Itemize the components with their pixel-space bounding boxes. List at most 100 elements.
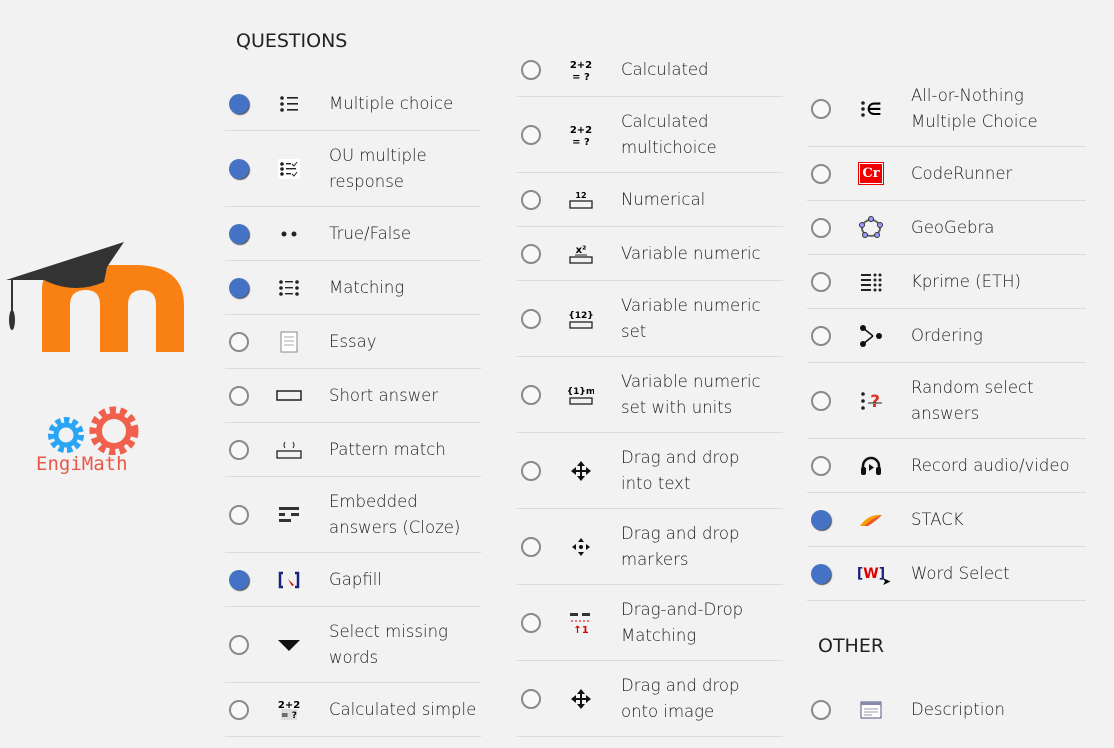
radio-unselected[interactable] — [811, 163, 831, 184]
question-type-kprime-eth[interactable]: Kprime (ETH) — [807, 255, 1086, 309]
question-type-label: Calculated multichoice — [621, 111, 717, 157]
question-type-drag-and-drop-into-text[interactable]: Drag and drop into text — [517, 433, 783, 509]
cloze-icon — [275, 504, 303, 526]
radio-unselected[interactable] — [521, 59, 541, 80]
radio-unselected[interactable] — [521, 243, 541, 264]
radio-unselected[interactable] — [811, 700, 831, 720]
question-type-essay[interactable]: Essay — [225, 315, 481, 369]
question-type-label: Short answer — [329, 385, 439, 405]
question-type-embedded-answers-cloze[interactable]: Embedded answers (Cloze) — [225, 477, 481, 553]
question-type-label: Essay — [329, 331, 377, 351]
question-type-pattern-match[interactable]: Pattern match — [225, 423, 481, 477]
radio-unselected[interactable] — [811, 217, 831, 238]
geogebra-icon — [857, 215, 885, 239]
question-type-calculated-multichoice[interactable]: 2+2 = ? Calculated multichoice — [517, 97, 783, 173]
question-type-calculated[interactable]: 2+2 = ? Calculated — [517, 43, 783, 97]
moodle-logo: m — [4, 220, 186, 355]
radio-unselected[interactable] — [229, 439, 249, 460]
radio-selected[interactable] — [229, 93, 249, 114]
gapfill-icon — [275, 569, 303, 591]
radio-unselected[interactable] — [229, 331, 249, 352]
pattern-icon — [275, 439, 303, 461]
list-icon — [275, 93, 303, 115]
question-type-all-or-nothing-multiple-choice[interactable]: ∈ All-or-Nothing Multiple Choice — [807, 71, 1086, 147]
question-type-multiple-choice[interactable]: Multiple choice — [225, 77, 481, 131]
question-type-random-select-answers[interactable]: ? Random select answers — [807, 363, 1086, 439]
svg-text:2+2: 2+2 — [278, 700, 300, 711]
question-type-record-audio-video[interactable]: Record audio/video — [807, 439, 1086, 493]
radio-selected[interactable] — [229, 158, 249, 179]
radio-selected[interactable] — [229, 569, 249, 590]
question-type-label: All-or-Nothing Multiple Choice — [911, 85, 1038, 131]
question-type-short-answer[interactable]: Short answer — [225, 369, 481, 423]
question-type-label: Gapfill — [329, 569, 382, 589]
question-type-label: Drag and drop markers — [621, 523, 740, 569]
radio-selected[interactable] — [811, 509, 831, 530]
radio-unselected[interactable] — [521, 384, 541, 405]
question-type-label: Embedded answers (Cloze) — [329, 491, 461, 537]
question-type-stack[interactable]: STACK — [807, 493, 1086, 547]
document-icon — [275, 331, 303, 353]
question-type-label: Record audio/video — [911, 455, 1070, 475]
question-type-label: Multiple choice — [329, 93, 454, 113]
question-type-ou-multiple-response[interactable]: OU multiple response — [225, 131, 481, 207]
radio-unselected[interactable] — [521, 612, 541, 633]
radio-selected[interactable] — [811, 563, 831, 584]
radio-selected[interactable] — [229, 277, 249, 298]
question-type-drag-and-drop-markers[interactable]: Drag and drop markers — [517, 509, 783, 585]
question-type-label: True/False — [329, 223, 412, 243]
question-type-ordering[interactable]: Ordering — [807, 309, 1086, 363]
radio-unselected[interactable] — [229, 504, 249, 525]
question-type-label: Calculated — [621, 59, 709, 79]
radio-unselected[interactable] — [811, 455, 831, 476]
question-type-select-missing-words[interactable]: Select missing words — [225, 607, 481, 683]
question-type-coderunner[interactable]: Cr CodeRunner — [807, 147, 1086, 201]
questions-column-1: Multiple choice OU multiple response True/… — [225, 77, 481, 737]
move-icon — [567, 688, 595, 710]
radio-unselected[interactable] — [521, 124, 541, 145]
question-type-numerical[interactable]: 12 Numerical — [517, 173, 783, 227]
radio-unselected[interactable] — [811, 98, 831, 119]
radio-unselected[interactable] — [521, 460, 541, 481]
radio-unselected[interactable] — [229, 699, 249, 720]
question-type-label: Calculated simple — [329, 699, 477, 719]
variable-units-icon: {1}m — [567, 384, 595, 406]
question-type-variable-numeric-set-with-units[interactable]: {1}m Variable numeric set with units — [517, 357, 783, 433]
radio-unselected[interactable] — [229, 634, 249, 655]
svg-text:2+2: 2+2 — [570, 60, 592, 71]
question-type-label: Matching — [329, 277, 405, 297]
variable-numeric-icon: x² — [567, 243, 595, 265]
radio-unselected[interactable] — [229, 385, 249, 406]
radio-unselected[interactable] — [521, 189, 541, 210]
radio-unselected[interactable] — [521, 308, 541, 329]
question-type-variable-numeric[interactable]: x² Variable numeric — [517, 227, 783, 281]
question-type-label: Variable numeric set — [621, 295, 761, 341]
section-questions: QUESTIONS — [236, 30, 348, 52]
dnd-matching-icon: ↑1 — [567, 612, 595, 635]
radio-unselected[interactable] — [811, 271, 831, 292]
question-type-description[interactable]: Description — [807, 683, 1086, 737]
radio-unselected[interactable] — [811, 390, 831, 411]
question-type-label: Select missing words — [329, 621, 448, 667]
question-type-label: OU multiple response — [329, 145, 427, 191]
svg-text:{1}m: {1}m — [568, 387, 594, 397]
radio-unselected[interactable] — [521, 688, 541, 709]
calculator-icon: 2+2 = ? — [275, 699, 303, 721]
question-type-matching[interactable]: Matching — [225, 261, 481, 315]
question-type-calculated-simple[interactable]: 2+2 = ? Calculated simple — [225, 683, 481, 737]
question-type-drag-and-drop-matching[interactable]: ↑1 Drag-and-Drop Matching — [517, 585, 783, 661]
question-type-label: Drag and drop into text — [621, 447, 740, 493]
radio-selected[interactable] — [229, 223, 249, 244]
question-type-geogebra[interactable]: GeoGebra — [807, 201, 1086, 255]
question-type-word-select[interactable]: [W] ➤ Word Select — [807, 547, 1086, 601]
question-type-drag-and-drop-onto-image[interactable]: Drag and drop onto image — [517, 661, 783, 737]
radio-unselected[interactable] — [811, 325, 831, 346]
markers-icon — [567, 536, 595, 558]
question-type-true-false[interactable]: True/False — [225, 207, 481, 261]
move-icon — [567, 460, 595, 482]
question-type-gapfill[interactable]: Gapfill — [225, 553, 481, 607]
question-type-variable-numeric-set[interactable]: {12} Variable numeric set — [517, 281, 783, 357]
radio-unselected[interactable] — [521, 536, 541, 557]
triangle-down-icon — [275, 634, 303, 656]
question-type-label: Pattern match — [329, 439, 446, 459]
